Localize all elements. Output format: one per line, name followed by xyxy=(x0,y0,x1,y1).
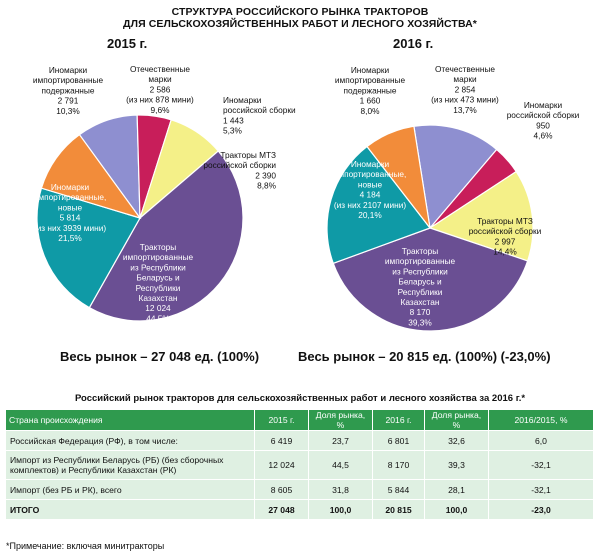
pie-slice-imported-new xyxy=(36,187,141,309)
table-row: Импорт (без РБ и РК), всего 8 605 31,8 5… xyxy=(5,479,594,500)
table-cell: 39,3 xyxy=(424,450,489,480)
slice-label-belarus-kazakhstan: Тракторы импортированные из Республики Бела… xyxy=(123,242,194,323)
chart-title-2015: 2015 г. xyxy=(107,36,148,51)
table-cell: 6,0 xyxy=(488,430,594,451)
slice-label-domestic: Отечественные марки 2 854 (из них 473 мини)… xyxy=(431,64,499,115)
slice-label-foreign-assembled: Иномарки российской сборки 1 443 5,3% xyxy=(223,95,296,136)
slice-label-mtz: Тракторы МТЗ российской сборки 2 390 8,8% xyxy=(203,150,276,191)
table-cell: Импорт (без РБ и РК), всего xyxy=(5,479,255,500)
pie-2016: Отечественные марки 2 854 (из них 473 мини)… xyxy=(326,64,580,332)
slice-label-imported-used: Иномарки импортированные подержанные 2 791 1… xyxy=(33,65,104,116)
total-label-2015: Весь рынок – 27 048 ед. (100%) xyxy=(60,349,260,364)
table-header-row: Страна происхождения 2015 г. Доля рынка,… xyxy=(5,409,594,431)
pie-slice-imported-used xyxy=(40,133,142,220)
slice-label-belarus-kazakhstan: Тракторы импортированные из Республики Бела… xyxy=(385,246,456,327)
pie-slice-belarus-kazakhstan xyxy=(332,227,529,332)
table-cell: 28,1 xyxy=(424,479,489,500)
table-cell: Российская Федерация (РФ), в том числе: xyxy=(5,430,255,451)
table-cell: Импорт из Республики Беларусь (РБ) (без … xyxy=(5,450,255,480)
pie-slice-belarus-kazakhstan xyxy=(88,150,244,322)
chart-title-2016: 2016 г. xyxy=(393,36,434,51)
table-cell: -32,1 xyxy=(488,479,594,500)
table-row-total: ИТОГО 27 048 100,0 20 815 100,0 -23,0 xyxy=(5,499,594,520)
table-header-cell: Страна происхождения xyxy=(5,409,255,431)
table-header-cell: 2015 г. xyxy=(254,409,309,431)
table-title: Российский рынок тракторов для сельскохо… xyxy=(74,393,526,404)
table-cell: 8 605 xyxy=(254,479,309,500)
table-cell: 31,8 xyxy=(308,479,373,500)
pie-slice-imported-used xyxy=(366,125,431,229)
slice-label-mtz: Тракторы МТЗ российской сборки 2 997 14,4% xyxy=(469,216,542,257)
table-cell: 100,0 xyxy=(308,499,373,520)
table-header-cell: Доля рынка, % xyxy=(308,409,373,431)
slice-label-foreign-assembled: Иномарки российской сборки 950 4,6% xyxy=(507,100,580,141)
main-title: СТРУКТУРА РОССИЙСКОГО РЫНКА ТРАКТОРОВ ДЛ… xyxy=(0,6,600,30)
total-label-2016: Весь рынок – 20 815 ед. (100%) (-23,0%) xyxy=(298,349,551,364)
pie-slice-mtz xyxy=(428,170,534,262)
table-cell: 20 815 xyxy=(372,499,425,520)
main-title-line1: СТРУКТУРА РОССИЙСКОГО РЫНКА ТРАКТОРОВ xyxy=(171,6,429,18)
pie-2015: Отечественные марки 2 586 (из них 878 мини)… xyxy=(33,64,296,323)
slice-label-domestic: Отечественные марки 2 586 (из них 878 мини)… xyxy=(126,64,194,115)
table-cell: 27 048 xyxy=(254,499,309,520)
slice-label-imported-new: Иномарки импортированные, новые 4 184 (из ни… xyxy=(334,159,407,220)
table-cell: 12 024 xyxy=(254,450,309,480)
table-cell: ИТОГО xyxy=(5,499,255,520)
table-cell: 8 170 xyxy=(372,450,425,480)
table-header-cell: 2016 г. xyxy=(372,409,425,431)
table-cell: 32,6 xyxy=(424,430,489,451)
table-cell: 5 844 xyxy=(372,479,425,500)
table-cell: 6 419 xyxy=(254,430,309,451)
table-cell: 44,5 xyxy=(308,450,373,480)
table-header-cell: Доля рынка, % xyxy=(424,409,489,431)
table-cell: -32,1 xyxy=(488,450,594,480)
table-header-cell: 2016/2015, % xyxy=(488,409,594,431)
table-cell: 23,7 xyxy=(308,430,373,451)
pie-charts: Отечественные марки 2 586 (из них 878 мини)… xyxy=(33,64,580,332)
main-title-line2: ДЛЯ СЕЛЬСКОХОЗЯЙСТВЕННЫХ РАБОТ И ЛЕСНОГО… xyxy=(123,18,477,30)
table-row: Российская Федерация (РФ), в том числе: … xyxy=(5,430,594,451)
slice-label-imported-used: Иномарки импортированные подержанные 1 660 8… xyxy=(335,65,406,116)
pie-slice-domestic xyxy=(413,124,498,230)
table-cell: -23,0 xyxy=(488,499,594,520)
table-cell: 6 801 xyxy=(372,430,425,451)
slice-label-imported-new: Иномарки импортированные, новые 5 814 (из ни… xyxy=(34,182,107,243)
table-row: Импорт из Республики Беларусь (РБ) (без … xyxy=(5,450,594,480)
pie-slice-imported-new xyxy=(326,145,431,265)
table-cell: 100,0 xyxy=(424,499,489,520)
footnote: *Примечание: включая минитракторы xyxy=(6,541,165,551)
market-table: Страна происхождения 2015 г. Доля рынка,… xyxy=(5,409,594,520)
